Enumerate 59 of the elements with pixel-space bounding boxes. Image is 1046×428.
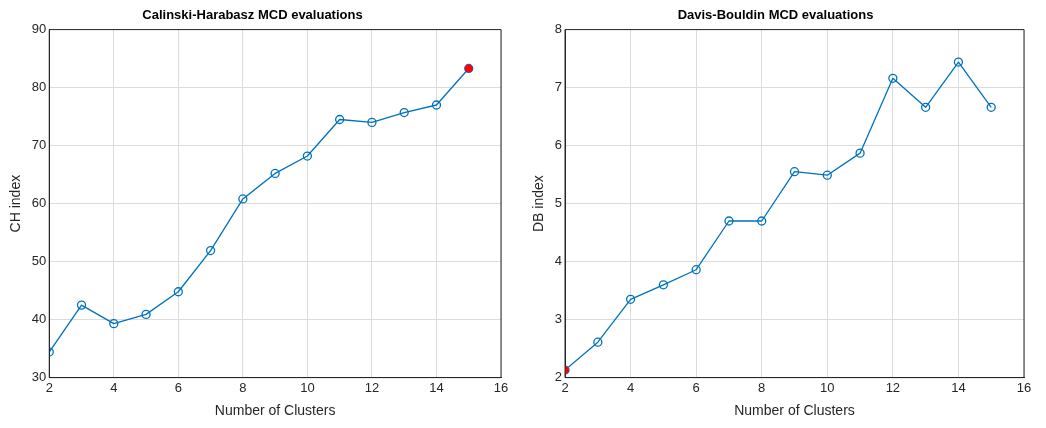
point: [593, 337, 603, 347]
point: [953, 57, 964, 67]
y-axis-title: DB index: [530, 175, 547, 233]
x-tick-label: 8: [758, 379, 766, 395]
x-axis-title: Number of Clusters: [214, 402, 336, 419]
chart-title: Davis-Bouldin MCD evaluations: [677, 7, 874, 23]
x-tick-label: 8: [239, 379, 247, 395]
point: [625, 294, 636, 304]
x-tick-label: 10: [820, 379, 835, 395]
point: [431, 100, 442, 110]
point: [888, 73, 898, 83]
y-tick-label: 90: [31, 21, 47, 37]
point: [724, 216, 734, 226]
y-tick-label: 3: [554, 311, 563, 327]
x-tick-label: 4: [626, 379, 635, 395]
x-tick-label: 14: [429, 379, 444, 395]
y-tick-label: 40: [31, 311, 47, 327]
y-axis-title: CH index: [7, 174, 24, 233]
point: [855, 148, 865, 158]
y-tick-label: 4: [554, 253, 563, 269]
point: [757, 216, 767, 226]
y-tick-label: 2: [554, 369, 563, 385]
point: [822, 170, 832, 180]
point: [789, 167, 800, 177]
x-axis-title: Number of Clusters: [734, 402, 855, 419]
point: [205, 245, 216, 256]
x-tick-label: 16: [493, 379, 509, 395]
y-tick-label: 8: [554, 21, 563, 37]
y-tick-label: 70: [31, 137, 47, 153]
point: [986, 102, 996, 112]
y-tick-label: 80: [31, 79, 47, 95]
y-tick-label: 6: [554, 137, 563, 153]
point: [141, 309, 151, 320]
point: [335, 114, 345, 125]
x-tick-label: 6: [692, 379, 700, 395]
x-tick-label: 14: [951, 379, 966, 395]
y-tick-label: 50: [31, 253, 47, 269]
point: [302, 151, 313, 161]
point: [399, 107, 409, 118]
x-tick-label: 16: [1016, 379, 1032, 395]
point: [921, 102, 931, 112]
point: [270, 168, 280, 179]
point: [76, 300, 87, 310]
x-tick-label: 10: [300, 379, 315, 395]
y-tick-label: 60: [31, 195, 47, 211]
x-tick-label: 12: [885, 379, 901, 395]
point: [109, 319, 119, 329]
point: [238, 194, 248, 204]
x-tick-label: 4: [110, 379, 118, 395]
chart-title: Calinski-Harabasz MCD evaluations: [142, 7, 363, 23]
point: [367, 117, 377, 128]
point: [691, 265, 701, 275]
y-tick-label: 5: [554, 195, 563, 211]
point: [173, 287, 183, 297]
x-tick-label: 12: [364, 379, 380, 395]
x-tick-label: 6: [174, 379, 182, 395]
y-tick-label: 30: [31, 369, 47, 385]
y-tick-label: 7: [554, 79, 563, 95]
point: [658, 280, 669, 290]
